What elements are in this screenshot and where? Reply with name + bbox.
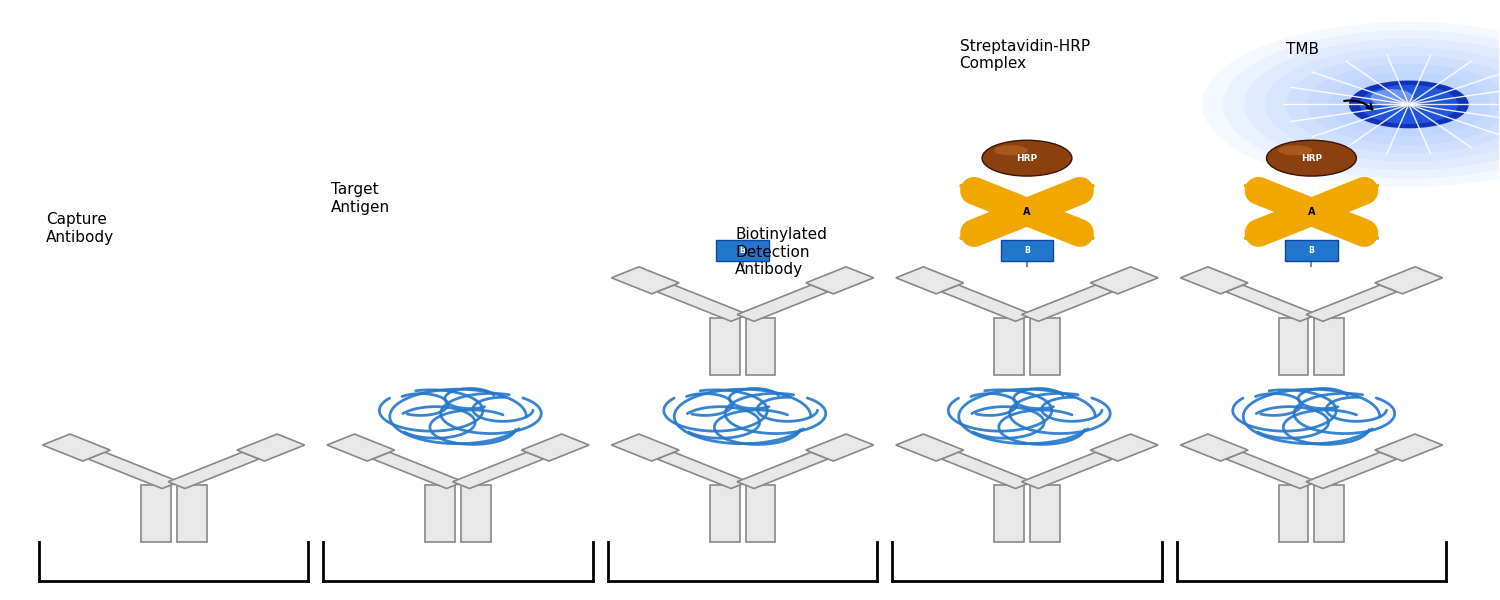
Polygon shape (1306, 452, 1396, 488)
Bar (177, 485, 207, 542)
Polygon shape (237, 434, 304, 461)
Polygon shape (327, 434, 394, 461)
Polygon shape (657, 285, 748, 321)
Bar (424, 485, 454, 542)
Bar (994, 485, 1024, 542)
Text: Biotinylated
Detection
Antibody: Biotinylated Detection Antibody (735, 227, 827, 277)
Polygon shape (42, 434, 110, 461)
Polygon shape (896, 434, 963, 461)
Polygon shape (806, 267, 873, 294)
Bar (710, 485, 740, 542)
Bar (460, 485, 490, 542)
Text: B: B (740, 246, 746, 255)
Polygon shape (1376, 434, 1443, 461)
Circle shape (1371, 89, 1413, 106)
Bar (1030, 485, 1060, 542)
Polygon shape (372, 452, 464, 488)
Polygon shape (1226, 452, 1317, 488)
Polygon shape (1180, 434, 1248, 461)
Polygon shape (896, 267, 963, 294)
Bar (746, 485, 776, 542)
Polygon shape (1306, 285, 1396, 321)
Circle shape (1264, 47, 1500, 162)
Polygon shape (806, 434, 873, 461)
Bar (1314, 485, 1344, 542)
Bar (1278, 318, 1308, 374)
Polygon shape (657, 452, 748, 488)
Ellipse shape (1266, 140, 1356, 176)
Polygon shape (168, 452, 260, 488)
Text: Streptavidin-HRP
Complex: Streptavidin-HRP Complex (960, 39, 1089, 71)
Polygon shape (612, 434, 680, 461)
Polygon shape (1022, 285, 1113, 321)
Ellipse shape (1278, 145, 1312, 155)
Polygon shape (736, 452, 828, 488)
Polygon shape (1090, 267, 1158, 294)
Bar (141, 485, 171, 542)
Circle shape (1348, 80, 1468, 128)
Polygon shape (453, 452, 543, 488)
Bar (746, 318, 776, 374)
Polygon shape (88, 452, 178, 488)
Text: Capture
Antibody: Capture Antibody (46, 212, 114, 245)
Polygon shape (522, 434, 590, 461)
Circle shape (1359, 85, 1458, 124)
Polygon shape (736, 285, 828, 321)
Text: A: A (1308, 207, 1316, 217)
Bar (994, 318, 1024, 374)
Circle shape (1202, 22, 1500, 187)
Polygon shape (1180, 267, 1248, 294)
Polygon shape (1090, 434, 1158, 461)
Ellipse shape (993, 145, 1028, 155)
Bar (710, 318, 740, 374)
Text: B: B (1024, 246, 1030, 255)
Circle shape (1286, 55, 1500, 154)
Polygon shape (612, 267, 680, 294)
Bar (1278, 485, 1308, 542)
Circle shape (1244, 39, 1500, 170)
Polygon shape (1226, 285, 1317, 321)
Text: B: B (1308, 246, 1314, 255)
Circle shape (1306, 64, 1500, 145)
Bar (1314, 318, 1344, 374)
Text: A: A (1023, 207, 1031, 217)
Polygon shape (942, 452, 1032, 488)
Polygon shape (1022, 452, 1113, 488)
Ellipse shape (982, 140, 1072, 176)
Text: TMB: TMB (1286, 41, 1318, 56)
Text: HRP: HRP (1300, 154, 1322, 163)
Bar (1030, 318, 1060, 374)
Text: HRP: HRP (1017, 154, 1038, 163)
Circle shape (1328, 72, 1490, 137)
Polygon shape (942, 285, 1032, 321)
Polygon shape (1376, 267, 1443, 294)
Text: Target
Antigen: Target Antigen (332, 182, 390, 215)
Circle shape (1222, 31, 1500, 178)
